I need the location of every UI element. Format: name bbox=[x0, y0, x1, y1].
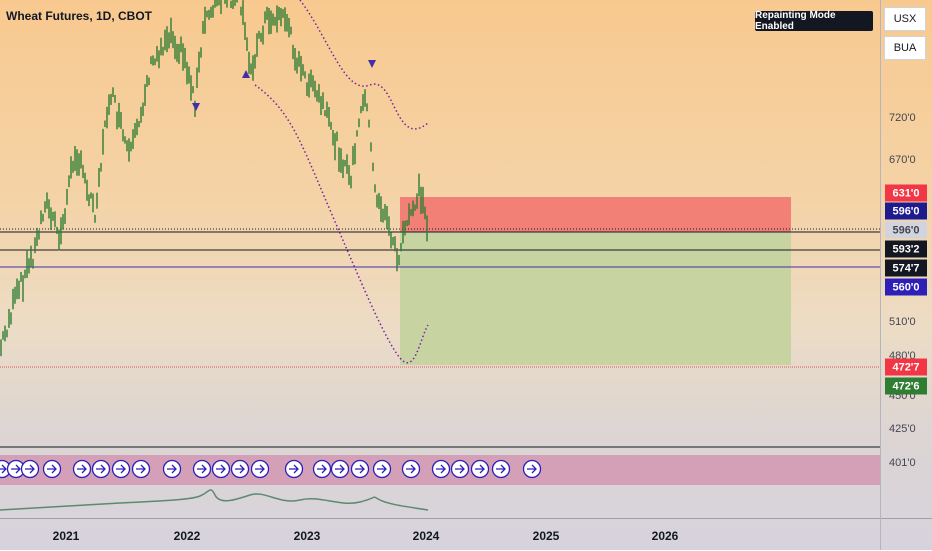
price-tick: 401'0 bbox=[889, 457, 916, 469]
time-axis[interactable]: 2021 2022 2023 2024 2025 2026 bbox=[0, 518, 932, 551]
price-tick: 720'0 bbox=[889, 112, 916, 124]
year-tick: 2022 bbox=[173, 529, 201, 543]
price-label: 593'2 bbox=[885, 240, 927, 258]
currency-button[interactable]: USX bbox=[884, 7, 926, 31]
chevron-right-circle-icon bbox=[450, 459, 470, 479]
chevron-right-circle-icon bbox=[230, 459, 250, 479]
chevron-right-circle-icon bbox=[491, 459, 511, 479]
unit-button[interactable]: BUA bbox=[884, 36, 926, 60]
chevron-right-circle-icon bbox=[192, 459, 212, 479]
envelope-upper bbox=[299, 0, 429, 130]
axis-corner bbox=[880, 518, 932, 550]
chevron-right-circle-icon bbox=[401, 459, 421, 479]
price-axis[interactable]: 720'0 670'0 510'0 480'0 450'0 425'0 401'… bbox=[880, 0, 932, 518]
down-signal-icon bbox=[192, 103, 200, 111]
chevron-right-circle-icon bbox=[250, 459, 270, 479]
chevron-right-circle-icon bbox=[131, 459, 151, 479]
chevron-right-circle-icon bbox=[6, 459, 26, 479]
chevron-right-circle-icon bbox=[211, 459, 231, 479]
chevron-right-circle-icon bbox=[72, 459, 92, 479]
price-label: 631'0 bbox=[885, 184, 927, 202]
chevron-right-circle-icon bbox=[431, 459, 451, 479]
price-chart[interactable] bbox=[0, 0, 880, 550]
chevron-right-circle-icon bbox=[42, 459, 62, 479]
short-position-zone[interactable] bbox=[400, 197, 791, 232]
chevron-right-circle-icon bbox=[350, 459, 370, 479]
price-label: 596'0 bbox=[885, 221, 927, 239]
chevron-right-circle-icon bbox=[91, 459, 111, 479]
year-tick: 2021 bbox=[52, 529, 80, 543]
repainting-badge: Repainting Mode Enabled bbox=[755, 10, 873, 32]
volume-oscillator-line bbox=[0, 489, 429, 511]
year-tick: 2026 bbox=[651, 529, 679, 543]
year-tick: 2023 bbox=[293, 529, 321, 543]
up-signal-icon bbox=[242, 70, 250, 78]
signal-icon-row bbox=[0, 459, 542, 479]
year-tick: 2025 bbox=[532, 529, 560, 543]
chevron-right-circle-icon bbox=[284, 459, 304, 479]
chevron-right-circle-icon bbox=[111, 459, 131, 479]
price-tick: 425'0 bbox=[889, 423, 916, 435]
candles bbox=[0, 0, 428, 357]
price-label: 560'0 bbox=[885, 278, 927, 296]
price-label: 574'7 bbox=[885, 259, 927, 277]
price-tick: 670'0 bbox=[889, 154, 916, 166]
down-signal-icon bbox=[368, 60, 376, 68]
chevron-right-circle-icon bbox=[162, 459, 182, 479]
envelope-lower bbox=[254, 84, 429, 364]
chevron-right-circle-icon bbox=[312, 459, 332, 479]
chevron-right-circle-icon bbox=[330, 459, 350, 479]
price-tick: 510'0 bbox=[889, 316, 916, 328]
chevron-right-circle-icon bbox=[372, 459, 392, 479]
price-label: 472'7 bbox=[885, 358, 927, 376]
chevron-right-circle-icon bbox=[20, 459, 40, 479]
year-tick: 2024 bbox=[412, 529, 440, 543]
chevron-right-circle-icon bbox=[522, 459, 542, 479]
symbol-title[interactable]: Wheat Futures, 1D, CBOT bbox=[6, 9, 153, 23]
chevron-right-circle-icon bbox=[470, 459, 490, 479]
price-label: 596'0 bbox=[885, 202, 927, 220]
price-label: 472'6 bbox=[885, 377, 927, 395]
long-position-zone[interactable] bbox=[400, 232, 791, 365]
